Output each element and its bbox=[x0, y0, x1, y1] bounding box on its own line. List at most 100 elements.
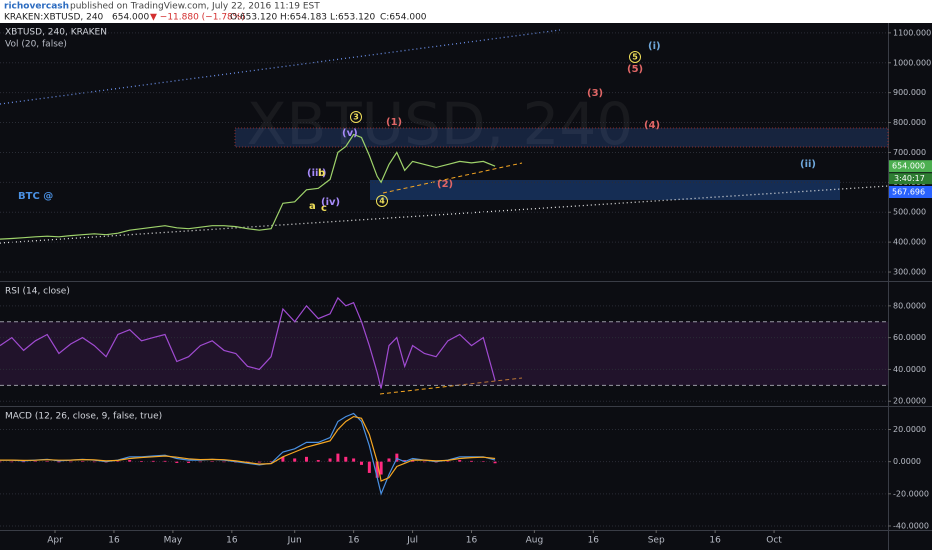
x-tick-label: 16 bbox=[709, 536, 721, 546]
wave-label: 5 bbox=[632, 53, 638, 62]
histogram-bar bbox=[458, 460, 462, 462]
histogram-bar bbox=[281, 456, 285, 462]
histogram-bar bbox=[481, 461, 485, 462]
countdown-box bbox=[889, 173, 932, 185]
wave-label: 4 bbox=[379, 197, 385, 206]
wave-circle bbox=[350, 111, 362, 123]
histogram-bar bbox=[316, 460, 320, 462]
histogram-bar bbox=[22, 461, 26, 463]
wave-label: 3 bbox=[353, 113, 359, 122]
trend-line bbox=[0, 185, 889, 244]
trend-line bbox=[379, 377, 523, 395]
y-tick-label: 60.0000 bbox=[893, 333, 926, 342]
histogram-bar bbox=[139, 461, 143, 462]
watermark: XBTUSD, 240 bbox=[247, 90, 633, 158]
wave-label: (iv) bbox=[321, 197, 340, 208]
wave-label: (4) bbox=[644, 120, 660, 131]
panel-title: RSI (14, close) bbox=[5, 287, 70, 297]
histogram-bar bbox=[304, 456, 308, 462]
histogram-bar bbox=[57, 461, 61, 463]
wave-circle bbox=[629, 51, 641, 63]
histogram-bar bbox=[175, 461, 179, 463]
price-marker-label: 654.000 bbox=[892, 162, 925, 171]
x-tick-label: Jul bbox=[406, 536, 418, 546]
change: ▼ −11.880 (−1.78%) bbox=[150, 13, 245, 23]
histogram-bar bbox=[0, 461, 2, 463]
wave-label: (iii) bbox=[307, 168, 326, 179]
wave-label: a bbox=[309, 201, 316, 212]
histogram-bar bbox=[336, 453, 340, 462]
level-band bbox=[0, 321, 888, 386]
histogram-bar bbox=[10, 461, 14, 463]
histogram-bar bbox=[375, 461, 379, 478]
x-tick-label: 16 bbox=[108, 536, 120, 546]
histogram-bar bbox=[45, 461, 49, 462]
trend-line bbox=[382, 162, 523, 194]
histogram-bar bbox=[81, 461, 85, 462]
x-tick-label: 16 bbox=[226, 536, 238, 546]
histogram-bar bbox=[411, 460, 415, 462]
y-tick-label: 0.0000 bbox=[893, 457, 921, 466]
histogram-bar bbox=[210, 461, 214, 463]
histogram-bar bbox=[379, 461, 383, 475]
close: C:654.000 bbox=[380, 13, 427, 23]
x-tick-label: 16 bbox=[466, 536, 478, 546]
last-price: 654.000 bbox=[112, 13, 149, 23]
wave-label: (2) bbox=[437, 179, 453, 190]
y-tick-label: 20.0000 bbox=[893, 397, 926, 406]
wave-label: (1) bbox=[386, 117, 402, 128]
y-tick-label: 20.0000 bbox=[893, 425, 926, 434]
support-zone bbox=[370, 180, 840, 200]
y-tick-label: 1100.000 bbox=[893, 28, 931, 37]
y-tick-label: -20.0000 bbox=[893, 489, 929, 498]
x-tick-label: Oct bbox=[766, 536, 782, 546]
histogram-bar bbox=[359, 461, 363, 465]
histogram-bar bbox=[116, 461, 120, 462]
histogram-bar bbox=[198, 461, 202, 463]
x-tick-label: Jun bbox=[287, 536, 302, 546]
histogram-bar bbox=[293, 458, 297, 462]
x-tick-label: May bbox=[164, 536, 183, 546]
histogram-bar bbox=[422, 461, 426, 463]
histogram-bar bbox=[257, 461, 261, 463]
x-tick-label: Apr bbox=[47, 536, 63, 546]
histogram-bar bbox=[344, 456, 348, 462]
x-tick-label: Sep bbox=[648, 536, 665, 546]
panel-title: XBTUSD, 240, KRAKEN bbox=[5, 28, 107, 38]
histogram-bar bbox=[395, 453, 399, 462]
histogram-bar bbox=[403, 460, 407, 462]
histogram-bar bbox=[69, 461, 73, 463]
panel-title: MACD (12, 26, close, 9, false, true) bbox=[5, 412, 162, 422]
open: O:653.120 bbox=[230, 13, 277, 23]
histogram-bar bbox=[151, 460, 155, 462]
wave-label: c bbox=[321, 203, 327, 214]
histogram-bar bbox=[269, 461, 273, 462]
histogram-bar bbox=[387, 458, 391, 462]
y-tick-label: 800.000 bbox=[893, 118, 926, 127]
histogram-bar bbox=[128, 460, 132, 462]
histogram-bar bbox=[352, 458, 356, 462]
wave-label: (5) bbox=[627, 64, 643, 75]
histogram-bar bbox=[367, 461, 371, 473]
y-tick-label: 500.000 bbox=[893, 208, 926, 217]
price-marker bbox=[889, 160, 932, 173]
resistance-zone bbox=[234, 127, 889, 148]
author[interactable]: richovercash bbox=[4, 2, 69, 12]
y-tick-label: 40.0000 bbox=[893, 365, 926, 374]
symbol: KRAKEN:XBTUSD, 240 bbox=[4, 13, 104, 23]
high: H:654.183 bbox=[280, 13, 327, 23]
histogram-bar bbox=[222, 461, 226, 463]
series-line bbox=[0, 296, 496, 389]
wave-label: (v) bbox=[342, 128, 358, 139]
histogram-bar bbox=[470, 460, 474, 462]
series-line bbox=[0, 415, 496, 482]
wave-label: (3) bbox=[587, 88, 603, 99]
series-line bbox=[0, 133, 496, 240]
low: L:653.120 bbox=[330, 13, 376, 23]
wave-circle bbox=[376, 195, 388, 207]
x-tick-label: 16 bbox=[348, 536, 360, 546]
histogram-bar bbox=[328, 458, 332, 462]
header-bar bbox=[0, 0, 932, 23]
